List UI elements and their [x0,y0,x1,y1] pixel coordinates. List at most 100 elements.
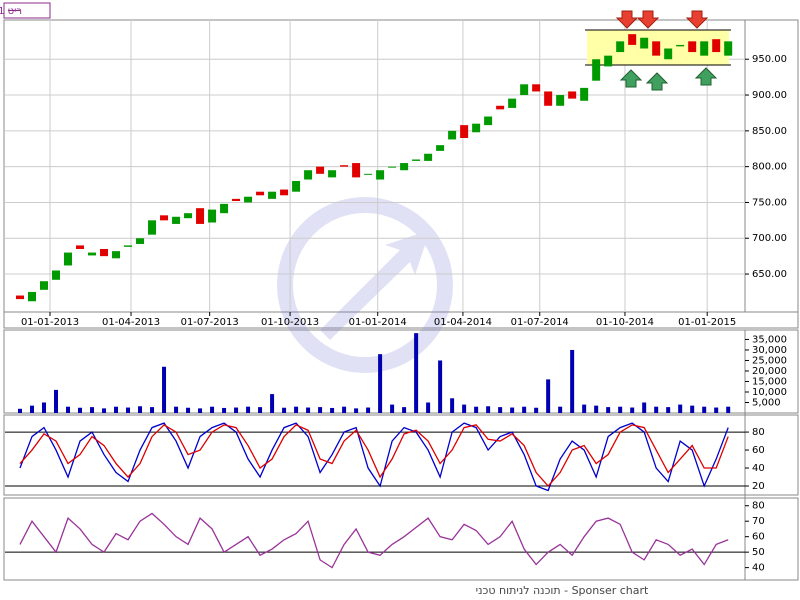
y-tick-label: 850.00 [752,126,787,137]
x-tick-label: 01-10-2013 [261,317,319,328]
y-tick-label: 800.00 [752,162,787,173]
candle [484,116,493,126]
volume-bar [678,404,683,413]
candle [316,166,325,174]
candle [64,252,73,266]
candle [580,87,589,101]
volume-bar [462,404,467,413]
volume-bar [306,407,311,413]
volume-bar [498,407,503,413]
volume-bar [402,407,407,413]
volume-bar [618,406,623,413]
candle [184,213,193,219]
candle [280,189,289,196]
buy-arrow [694,67,718,86]
candle [676,44,685,47]
volume-bar [666,407,671,413]
volume-bar [174,406,179,413]
candle [412,159,421,161]
candle [232,198,241,202]
y-tick-label: 35,000 [752,334,787,345]
volume-bar [414,333,419,413]
volume-bar [258,407,263,413]
volume-panel [3,329,799,414]
indicator-line [19,422,729,492]
volume-bar [702,406,707,413]
volume-bar [642,402,647,413]
candle [52,270,61,280]
volume-bar [198,408,203,413]
volume-bar [366,407,371,413]
x-tick-label: 01-07-2013 [181,317,239,328]
volume-bar [546,379,551,413]
volume-bar [474,406,479,413]
legend-label: ריט 1 [0,6,22,17]
volume-bar [246,406,251,413]
candle [724,41,733,56]
candle [112,251,121,259]
volume-bar [726,406,731,413]
x-tick-label: 01-04-2014 [434,317,492,328]
candle [700,41,709,56]
volume-bar [90,407,95,413]
candle [352,163,361,178]
candle [196,208,205,224]
volume-bar [186,407,191,413]
candle [100,248,109,257]
y-tick-label: 40 [752,463,765,474]
y-tick-label: 30,000 [752,345,787,356]
y-tick-label: 20 [752,481,765,492]
volume-bar [78,407,83,413]
candle [652,41,661,56]
candle [376,170,385,180]
volume-bar [570,349,575,413]
volume-bar [138,406,143,413]
volume-bar [234,407,239,413]
candle [16,295,25,300]
volume-bar [30,405,35,413]
volume-bar [42,402,47,413]
candle [304,170,313,180]
volume-bar [582,404,587,413]
volume-bar [606,407,611,413]
candle [604,55,613,67]
volume-bar [318,407,323,413]
candle [544,91,553,106]
y-tick-label: 700.00 [752,233,787,244]
x-tick-label: 01-10-2014 [596,317,654,328]
volume-bar [294,406,299,413]
volume-bar [282,407,287,413]
candle [616,41,625,53]
volume-bar [150,407,155,413]
candle [400,163,409,171]
volume-bar [654,406,659,413]
candle [76,245,85,249]
y-tick-label: 20,000 [752,366,787,377]
candle [664,48,673,60]
buy-arrow [619,69,643,88]
indicator-line [19,424,729,487]
y-tick-label: 25,000 [752,355,787,366]
volume-bar [342,406,347,413]
volume-bar [534,407,539,413]
volume-bar [162,366,167,413]
candle [628,34,637,45]
x-tick-label: 01-01-2014 [349,317,407,328]
y-tick-label: 80 [752,501,765,512]
candle [508,98,517,108]
candle [220,203,229,214]
x-tick-label: 01-01-2015 [678,317,736,328]
candle [532,84,541,92]
y-tick-label: 750.00 [752,197,787,208]
candle [424,153,433,161]
candle [256,191,265,196]
volume-bar [210,406,215,413]
candle [388,166,397,168]
candle [520,84,529,96]
sell-arrow [636,10,660,29]
y-tick-label: 650.00 [752,269,787,280]
candle [568,91,577,99]
candle [688,41,697,53]
buy-arrow [645,72,669,91]
candle [496,105,505,110]
